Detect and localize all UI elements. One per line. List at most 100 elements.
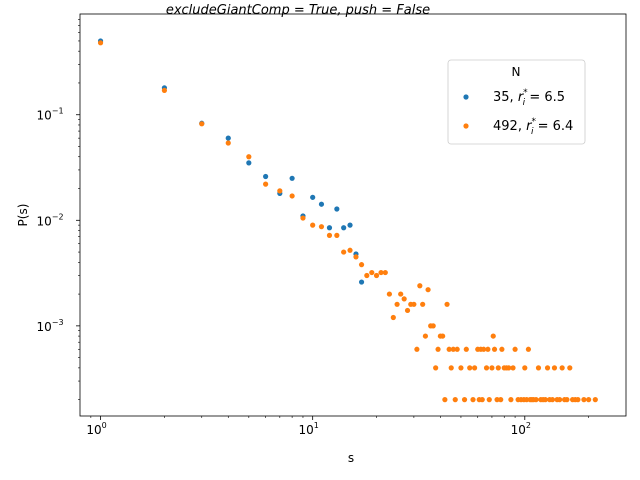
data-point-492 <box>404 307 411 314</box>
data-point-492 <box>486 397 492 403</box>
data-point-492 <box>390 314 396 321</box>
data-point-35 <box>334 206 340 212</box>
data-point-492 <box>452 397 458 403</box>
data-point-492 <box>535 365 542 371</box>
data-point-492 <box>450 346 456 352</box>
data-point-492 <box>382 269 388 276</box>
data-point-492 <box>461 397 468 403</box>
data-point-492 <box>581 397 587 403</box>
data-point-492 <box>326 232 333 238</box>
data-point-492 <box>522 365 528 371</box>
data-point-35 <box>246 160 252 166</box>
data-point-492 <box>364 272 370 279</box>
data-point-492 <box>510 365 516 371</box>
data-point-35 <box>289 175 295 181</box>
data-point-492 <box>498 397 504 403</box>
data-point-492 <box>358 262 365 268</box>
data-point-492 <box>334 232 340 238</box>
data-point-492 <box>246 154 252 160</box>
data-point-492 <box>225 140 231 146</box>
data-point-492 <box>512 346 518 352</box>
data-point-35 <box>347 222 353 228</box>
data-point-492 <box>479 397 485 403</box>
data-point-492 <box>161 87 168 94</box>
data-point-492 <box>472 365 478 371</box>
data-point-492 <box>489 365 495 371</box>
data-point-492 <box>411 301 417 307</box>
data-point-35 <box>318 201 325 207</box>
data-point-492 <box>499 346 505 352</box>
data-point-492 <box>586 397 592 403</box>
axis-ticks: 100 101 102 10−3 10−2 10−1 <box>36 19 589 437</box>
data-point-492 <box>401 296 407 302</box>
y-axis-label: P(s) <box>16 204 30 227</box>
data-point-492 <box>458 365 464 371</box>
legend-marker-35 <box>463 94 469 100</box>
data-point-492 <box>495 365 501 371</box>
data-point-492 <box>353 254 359 260</box>
data-point-492 <box>277 188 283 194</box>
data-point-35 <box>326 225 333 231</box>
data-point-492 <box>341 249 347 255</box>
data-point-492 <box>508 397 514 403</box>
data-point-492 <box>467 365 473 371</box>
data-point-492 <box>551 365 558 371</box>
data-point-492 <box>289 193 295 199</box>
data-point-492 <box>442 397 448 403</box>
data-point-492 <box>310 222 316 228</box>
data-point-492 <box>454 346 460 352</box>
data-point-492 <box>564 397 570 403</box>
data-point-492 <box>378 269 384 276</box>
data-point-492 <box>542 397 548 403</box>
x-tick-label: 100 <box>86 421 106 437</box>
legend-marker-492 <box>463 123 469 129</box>
data-point-492 <box>394 301 400 307</box>
data-point-35 <box>263 173 269 180</box>
data-point-492 <box>491 346 498 352</box>
data-point-492 <box>369 269 375 276</box>
data-point-492 <box>470 397 476 403</box>
data-point-492 <box>448 365 454 371</box>
y-tick-label: 10−1 <box>36 107 63 123</box>
data-point-492 <box>544 365 551 371</box>
data-points <box>97 38 598 403</box>
data-point-492 <box>549 397 556 403</box>
y-tick-label: 10−2 <box>36 212 63 228</box>
data-point-492 <box>481 346 487 352</box>
y-tick-label: 10−3 <box>36 318 63 334</box>
data-point-492 <box>592 397 598 403</box>
data-point-492 <box>318 224 325 230</box>
data-point-492 <box>575 397 581 403</box>
data-point-492 <box>446 346 452 352</box>
data-point-35 <box>310 194 316 200</box>
plot-area-frame <box>79 13 627 417</box>
data-point-35 <box>225 135 231 141</box>
data-point-492 <box>494 397 500 403</box>
legend-label-492: 492, r* i = 6.4 <box>493 117 573 137</box>
data-point-492 <box>347 247 353 253</box>
data-point-492 <box>525 346 532 352</box>
data-point-492 <box>463 346 469 352</box>
data-point-492 <box>420 301 426 307</box>
data-point-492 <box>506 365 512 371</box>
data-point-492 <box>425 287 431 293</box>
data-point-492 <box>435 346 441 352</box>
data-point-492 <box>567 365 573 371</box>
chart-title: excludeGiantComp = True, push = False <box>166 3 430 18</box>
data-point-492 <box>263 181 269 187</box>
data-point-492 <box>417 283 423 289</box>
x-tick-label: 102 <box>511 421 531 437</box>
data-point-35 <box>341 225 347 231</box>
data-point-492 <box>386 291 392 297</box>
data-point-492 <box>430 323 436 329</box>
data-point-492 <box>199 121 205 127</box>
data-point-492 <box>444 301 450 307</box>
legend-box <box>447 59 586 145</box>
data-point-35 <box>358 279 365 285</box>
data-point-492 <box>557 397 563 403</box>
legend: N 35, r* i = 6.5 492, r* i = 6.4 <box>447 59 586 145</box>
legend-title: N <box>512 65 521 79</box>
data-point-492 <box>490 333 496 339</box>
data-point-492 <box>483 365 490 371</box>
